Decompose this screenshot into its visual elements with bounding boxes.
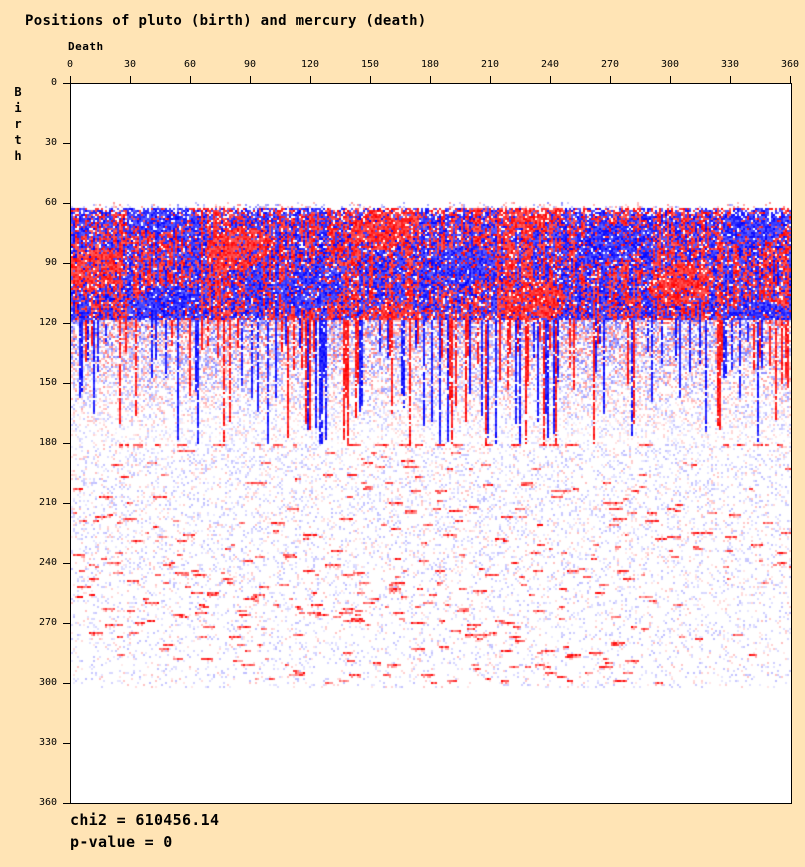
chart-title: Positions of pluto (birth) and mercury (…: [25, 13, 427, 29]
y-tick-mark: [63, 683, 70, 684]
x-tick-label: 180: [420, 59, 440, 70]
y-tick-label: 270: [38, 617, 57, 628]
x-tick-label: 30: [123, 59, 137, 70]
p-value-text: p-value = 0: [70, 833, 173, 851]
y-axis-label-letter: B: [14, 85, 22, 99]
x-tick-mark: [670, 76, 671, 83]
y-tick-label: 90: [44, 257, 57, 268]
y-tick-mark: [63, 803, 70, 804]
y-tick-label: 360: [38, 797, 57, 808]
y-tick-mark: [63, 503, 70, 504]
y-tick-label: 120: [38, 317, 57, 328]
x-tick-mark: [190, 76, 191, 83]
x-tick-label: 210: [480, 59, 500, 70]
y-tick-mark: [63, 203, 70, 204]
x-tick-mark: [610, 76, 611, 83]
y-tick-label: 300: [38, 677, 57, 688]
x-tick-mark: [550, 76, 551, 83]
x-tick-label: 360: [780, 59, 800, 70]
x-tick-mark: [730, 76, 731, 83]
chi2-text: chi2 = 610456.14: [70, 811, 220, 829]
plot-area: [70, 83, 792, 804]
y-tick-mark: [63, 383, 70, 384]
x-tick-mark: [790, 76, 791, 83]
x-tick-label: 330: [720, 59, 740, 70]
x-tick-mark: [310, 76, 311, 83]
y-tick-label: 180: [38, 437, 57, 448]
y-tick-label: 150: [38, 377, 57, 388]
x-tick-label: 240: [540, 59, 560, 70]
y-tick-mark: [63, 263, 70, 264]
x-tick-mark: [370, 76, 371, 83]
y-axis-label-letter: t: [14, 133, 22, 147]
x-tick-label: 270: [600, 59, 620, 70]
y-tick-mark: [63, 143, 70, 144]
y-tick-label: 330: [38, 737, 57, 748]
x-tick-mark: [430, 76, 431, 83]
y-tick-mark: [63, 563, 70, 564]
x-tick-label: 60: [183, 59, 197, 70]
y-axis-label-letter: h: [14, 149, 22, 163]
y-tick-mark: [63, 323, 70, 324]
y-tick-label: 60: [44, 197, 57, 208]
y-axis-label-letter: r: [14, 117, 22, 131]
y-tick-label: 30: [44, 137, 57, 148]
x-tick-label: 120: [300, 59, 320, 70]
x-tick-label: 300: [660, 59, 680, 70]
y-tick-label: 210: [38, 497, 57, 508]
heatmap-canvas: [71, 84, 791, 803]
y-tick-label: 0: [50, 77, 57, 88]
x-tick-mark: [130, 76, 131, 83]
x-axis-label: Death: [68, 40, 104, 53]
y-tick-label: 240: [38, 557, 57, 568]
y-tick-mark: [63, 623, 70, 624]
x-tick-mark: [490, 76, 491, 83]
x-tick-label: 150: [360, 59, 380, 70]
y-tick-mark: [63, 443, 70, 444]
y-tick-mark: [63, 743, 70, 744]
x-tick-label: 90: [243, 59, 257, 70]
x-tick-mark: [70, 76, 71, 83]
x-tick-mark: [250, 76, 251, 83]
x-tick-label: 0: [66, 59, 74, 70]
y-axis-label-letter: i: [14, 101, 22, 115]
y-tick-mark: [63, 83, 70, 84]
